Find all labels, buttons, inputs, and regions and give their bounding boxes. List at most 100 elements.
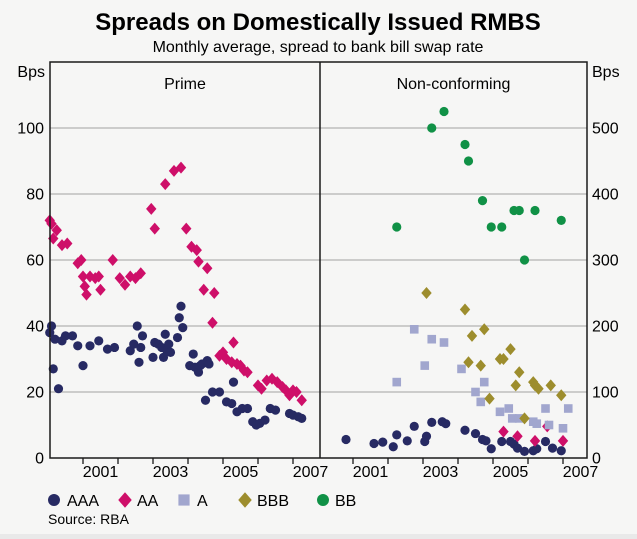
y-axis-right-tick-label: 100 <box>592 385 619 402</box>
data-point-a <box>544 420 554 430</box>
data-point-a <box>504 404 514 413</box>
data-point-aa <box>207 316 218 329</box>
data-point-bb <box>556 215 566 225</box>
data-point-a <box>479 377 489 387</box>
data-point-aa <box>119 278 131 291</box>
data-point-bb <box>514 205 524 216</box>
data-point-aa <box>160 178 171 191</box>
data-point-aa <box>51 224 62 237</box>
data-point-aaa <box>270 405 281 415</box>
legend-label-aa: AA <box>137 493 159 510</box>
data-point-aaa <box>441 419 451 429</box>
data-point-aaa <box>148 352 158 362</box>
y-axis-right-tick-label: 500 <box>592 121 619 138</box>
legend-label-bbb: BBB <box>257 493 289 510</box>
data-point-bb <box>460 139 470 150</box>
data-point-aaa <box>512 443 523 453</box>
data-point-aaa <box>109 342 120 353</box>
data-point-a <box>541 404 550 413</box>
data-point-aaa <box>94 336 104 346</box>
data-point-aaa <box>137 331 148 341</box>
data-point-bb <box>477 196 488 206</box>
data-point-a <box>457 364 466 374</box>
data-point-aaa <box>129 339 139 349</box>
data-point-aaa <box>260 415 270 425</box>
data-point-aa <box>130 272 141 285</box>
data-point-bb <box>439 106 449 117</box>
y-axis-left-tick-label: 80 <box>26 187 44 204</box>
data-point-aaa <box>165 347 176 357</box>
data-point-aa <box>62 237 73 250</box>
data-point-aa <box>529 434 541 447</box>
data-point-bbb <box>498 353 509 365</box>
x-axis-year-label: 2001 <box>83 464 119 481</box>
data-point-aaa <box>427 417 437 427</box>
data-point-aa <box>242 366 253 379</box>
legend-marker-aa-icon <box>118 492 132 508</box>
data-point-bb <box>392 222 402 232</box>
data-point-aaa <box>486 444 496 454</box>
data-point-aa <box>107 254 118 266</box>
data-point-aa <box>46 217 57 230</box>
data-point-aaa <box>392 430 402 440</box>
data-point-bb <box>486 222 496 232</box>
data-point-aaa <box>85 341 95 351</box>
data-point-aaa <box>242 403 253 414</box>
legend-label-a: A <box>197 493 208 510</box>
data-point-aaa <box>204 359 214 369</box>
data-point-aa <box>221 353 232 365</box>
data-point-aa <box>175 161 187 174</box>
data-point-aa <box>217 346 229 359</box>
x-axis-year-label: 2003 <box>423 464 459 481</box>
data-point-aa <box>226 356 237 369</box>
data-point-aa <box>95 283 106 296</box>
data-point-a <box>558 424 568 433</box>
data-point-bb <box>497 222 507 232</box>
data-point-aaa <box>214 387 225 397</box>
x-axis-year-label: 2007 <box>293 464 329 481</box>
data-point-bbb <box>505 343 516 356</box>
data-point-aaa <box>172 332 183 343</box>
x-axis-year-label: 2003 <box>153 464 189 481</box>
data-point-bb <box>463 156 474 166</box>
data-point-aaa <box>200 395 211 405</box>
data-point-aaa <box>78 361 88 371</box>
chart-generated-content: 0 20 40 60 80 100 0 100 200 300 400 500 2001 2003 2005… <box>17 61 619 510</box>
data-point-aaa <box>378 437 388 447</box>
data-point-aaa <box>297 413 307 423</box>
x-axis-year-label: 2001 <box>353 464 389 481</box>
data-point-aaa <box>60 331 71 341</box>
data-point-aaa <box>388 442 398 452</box>
data-point-aa <box>149 222 160 235</box>
right-axis-unit-label: Bps <box>592 64 620 81</box>
y-axis-left-tick-label: 20 <box>26 385 44 402</box>
data-point-bbb <box>421 287 432 299</box>
data-point-aaa <box>160 329 170 339</box>
data-point-aaa <box>540 436 551 447</box>
data-point-aa <box>557 434 569 447</box>
data-point-aaa <box>481 436 491 446</box>
data-point-aaa <box>50 334 60 344</box>
legend-marker-a-icon <box>178 494 190 506</box>
data-point-aaa <box>102 344 113 354</box>
data-point-aaa <box>53 384 64 394</box>
data-point-bbb <box>463 356 474 369</box>
chart-subtitle: Monthly average, spread to bank bill swa… <box>153 39 484 56</box>
data-point-aaa <box>176 301 186 311</box>
data-point-aa <box>76 254 87 266</box>
data-point-aa <box>81 288 92 301</box>
data-point-a <box>420 361 430 370</box>
data-point-aa <box>146 202 157 215</box>
data-point-aaa <box>556 446 566 456</box>
x-axis-year-label: 2005 <box>223 464 259 481</box>
data-point-aaa <box>402 436 412 446</box>
legend-label-aaa: AAA <box>67 493 99 510</box>
data-point-aaa <box>519 446 530 456</box>
data-point-aa <box>202 262 213 275</box>
data-point-aaa <box>207 387 218 397</box>
data-point-aa <box>125 270 136 283</box>
data-point-aaa <box>547 443 558 453</box>
data-point-bb <box>427 123 437 133</box>
data-point-aa <box>191 244 202 257</box>
data-point-aa <box>256 382 267 395</box>
